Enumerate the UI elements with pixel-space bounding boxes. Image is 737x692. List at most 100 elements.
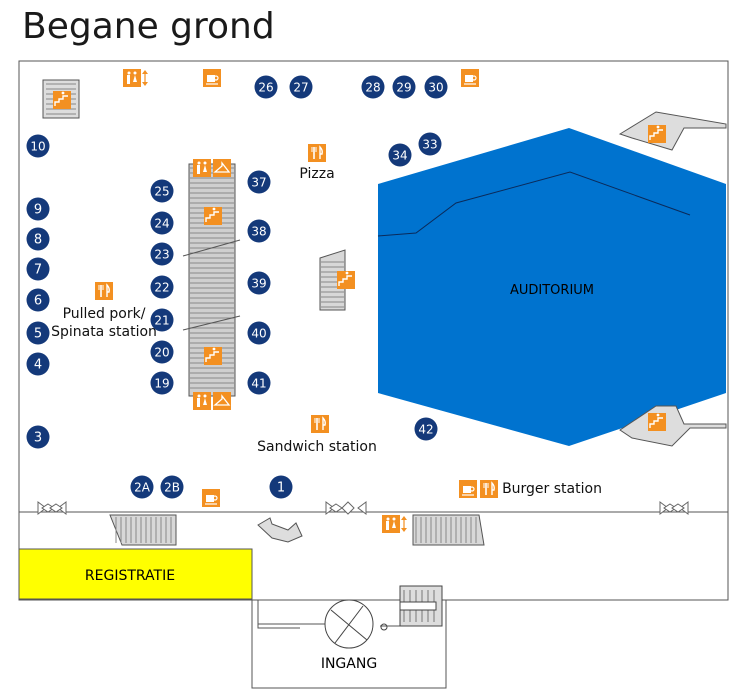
restaurant-icon bbox=[311, 415, 329, 433]
booth-marker[interactable]: 38 bbox=[247, 219, 271, 243]
cafe-icon bbox=[202, 489, 220, 507]
booth-label: 2B bbox=[164, 481, 180, 495]
entrance-stairs bbox=[399, 585, 443, 627]
booth-marker[interactable]: 41 bbox=[247, 371, 271, 395]
stairs-icon bbox=[204, 207, 222, 225]
right-stairs-bottom bbox=[619, 405, 727, 447]
booth-label: 38 bbox=[251, 225, 266, 239]
stairs-icon bbox=[648, 125, 666, 143]
booth-label: 30 bbox=[428, 81, 443, 95]
booth-label: 3 bbox=[34, 431, 42, 446]
booth-label: 34 bbox=[392, 149, 407, 163]
restaurant-icon bbox=[480, 480, 498, 498]
booth-label: 1 bbox=[277, 481, 285, 496]
booth-label: 39 bbox=[251, 277, 266, 291]
booth-label: 8 bbox=[34, 233, 42, 248]
stairs-icon bbox=[53, 91, 71, 109]
restaurant-icon bbox=[95, 282, 113, 300]
booth-label: 9 bbox=[34, 203, 42, 218]
booth-marker[interactable]: 22 bbox=[150, 275, 174, 299]
cafe-icon bbox=[203, 69, 221, 87]
booth-label: 25 bbox=[154, 185, 169, 199]
venue-labels: Pizza Pulled pork/ Spinata station Sandw… bbox=[51, 166, 602, 497]
booth-marker[interactable]: 3 bbox=[26, 425, 50, 449]
booth-marker[interactable]: 7 bbox=[26, 257, 50, 281]
toilet-icon bbox=[193, 159, 211, 177]
booth-label: 28 bbox=[365, 81, 380, 95]
toilet-elevator-icon bbox=[123, 69, 148, 87]
cafe-icon bbox=[459, 480, 477, 498]
door-icon bbox=[37, 501, 689, 515]
booth-label: 42 bbox=[418, 423, 433, 437]
mid-stairs bbox=[319, 249, 346, 311]
booth-marker[interactable]: 2B bbox=[160, 475, 184, 499]
booth-marker[interactable]: 20 bbox=[150, 340, 174, 364]
booth-marker[interactable]: 39 bbox=[247, 271, 271, 295]
booth-marker[interactable]: 1 bbox=[269, 475, 293, 499]
pizza-label: Pizza bbox=[299, 166, 334, 182]
stairs-icon bbox=[204, 347, 222, 365]
booth-marker[interactable]: 26 bbox=[254, 75, 278, 99]
auditorium-stage-line bbox=[377, 171, 691, 237]
booth-label: 23 bbox=[154, 248, 169, 262]
booth-marker[interactable]: 10 bbox=[26, 134, 50, 158]
cloakroom-icon bbox=[213, 159, 231, 177]
booth-label: 4 bbox=[34, 358, 42, 373]
booth-marker[interactable]: 40 bbox=[247, 321, 271, 345]
booth-marker[interactable]: 4 bbox=[26, 352, 50, 376]
booth-marker[interactable]: 5 bbox=[26, 321, 50, 345]
booth-marker[interactable]: 2A bbox=[130, 475, 154, 499]
registration-label: REGISTRATIE bbox=[85, 568, 175, 584]
booth-label: 27 bbox=[293, 81, 308, 95]
building-walls bbox=[18, 60, 729, 689]
entrance-area[interactable]: INGANG bbox=[321, 585, 443, 672]
booth-label: 33 bbox=[422, 138, 437, 152]
booth-marker[interactable]: 8 bbox=[26, 227, 50, 251]
auditorium-label: AUDITORIUM bbox=[510, 283, 594, 298]
booth-marker[interactable]: 23 bbox=[150, 242, 174, 266]
booth-label: 10 bbox=[30, 140, 45, 154]
booth-label: 37 bbox=[251, 176, 266, 190]
booth-label: 26 bbox=[258, 81, 273, 95]
spinata-label: Spinata station bbox=[51, 324, 157, 340]
booth-marker[interactable]: 30 bbox=[424, 75, 448, 99]
booth-marker[interactable]: 24 bbox=[150, 211, 174, 235]
booth-marker[interactable]: 6 bbox=[26, 288, 50, 312]
restaurant-icon bbox=[308, 144, 326, 162]
booth-label: 29 bbox=[396, 81, 411, 95]
booth-marker[interactable]: 42 bbox=[414, 417, 438, 441]
booth-marker[interactable]: 29 bbox=[392, 75, 416, 99]
cloakroom-icon bbox=[213, 392, 231, 410]
booth-marker[interactable]: 9 bbox=[26, 197, 50, 221]
cafe-icon bbox=[461, 69, 479, 87]
top-left-stairs bbox=[42, 79, 80, 119]
registration-area[interactable]: REGISTRATIE bbox=[18, 548, 253, 600]
stairs-icon bbox=[337, 271, 355, 289]
booth-label: 5 bbox=[34, 327, 42, 342]
bottom-stairs-right bbox=[412, 514, 485, 546]
amenities bbox=[53, 69, 666, 533]
direction-arrow-icon bbox=[257, 517, 303, 543]
booth-marker[interactable]: 37 bbox=[247, 170, 271, 194]
auditorium-shape bbox=[378, 128, 726, 446]
booth-marker[interactable]: 33 bbox=[418, 132, 442, 156]
booth-label: 40 bbox=[251, 327, 266, 341]
stairs-icon bbox=[648, 413, 666, 431]
booth-marker[interactable]: 28 bbox=[361, 75, 385, 99]
toilet-elevator-icon bbox=[382, 515, 407, 533]
toilet-icon bbox=[193, 392, 211, 410]
auditorium-area[interactable]: AUDITORIUM bbox=[377, 128, 726, 446]
booth-label: 7 bbox=[34, 263, 42, 278]
page-title: Begane grond bbox=[22, 6, 275, 47]
revolving-door-icon bbox=[324, 599, 388, 649]
booth-marker[interactable]: 34 bbox=[388, 143, 412, 167]
booth-label: 2A bbox=[134, 481, 151, 495]
booth-label: 22 bbox=[154, 281, 169, 295]
booth-marker[interactable]: 21 bbox=[150, 308, 174, 332]
booth-marker[interactable]: 27 bbox=[289, 75, 313, 99]
booth-label: 24 bbox=[154, 217, 169, 231]
booth-label: 20 bbox=[154, 346, 169, 360]
booth-marker[interactable]: 19 bbox=[150, 371, 174, 395]
booth-marker[interactable]: 25 bbox=[150, 179, 174, 203]
